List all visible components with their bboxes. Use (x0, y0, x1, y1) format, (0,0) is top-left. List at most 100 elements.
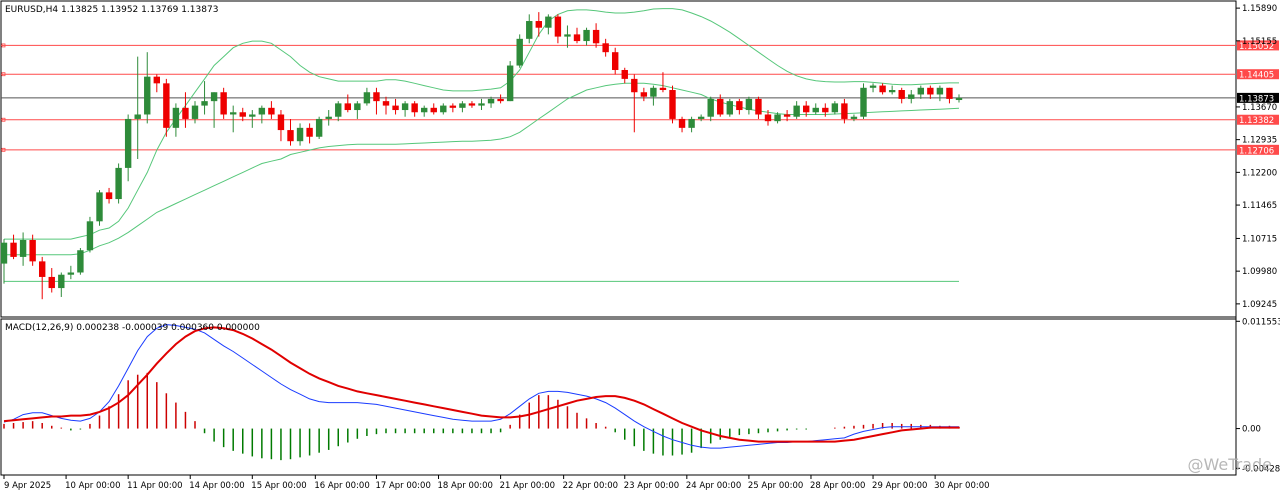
candle-body[interactable] (803, 105, 810, 113)
candle-body[interactable] (478, 103, 485, 106)
candle-body[interactable] (306, 127, 313, 137)
candle-body[interactable] (411, 103, 418, 113)
candle-body[interactable] (612, 52, 619, 70)
candle-body[interactable] (946, 87, 953, 99)
candle-body[interactable] (96, 192, 103, 222)
candle-body[interactable] (602, 43, 609, 53)
candle-body[interactable] (583, 29, 590, 42)
candle-body[interactable] (783, 114, 791, 117)
candle-body[interactable] (430, 107, 437, 113)
candle-body[interactable] (115, 167, 122, 200)
level-anchor-marker[interactable] (1, 117, 6, 122)
candle-body[interactable] (860, 87, 867, 117)
candle-body[interactable] (592, 29, 600, 44)
level-anchor-marker[interactable] (1, 72, 6, 77)
candle-body[interactable] (526, 21, 533, 39)
candle-body[interactable] (879, 85, 886, 93)
candle-body[interactable] (955, 97, 963, 101)
candle-body[interactable] (344, 103, 351, 111)
candle-body[interactable] (554, 16, 562, 37)
candle-body[interactable] (124, 118, 132, 168)
candle-body[interactable] (230, 112, 237, 115)
candle-body[interactable] (86, 221, 94, 251)
candle-body[interactable] (77, 250, 84, 273)
candle-body[interactable] (220, 92, 227, 115)
candle-body[interactable] (249, 114, 256, 117)
candle-body[interactable] (888, 90, 896, 93)
candle-body[interactable] (774, 114, 781, 122)
candle-body[interactable] (850, 116, 858, 119)
candle-body[interactable] (449, 105, 457, 108)
candle-body[interactable] (10, 242, 17, 257)
candle-body[interactable] (153, 76, 160, 84)
candle-body[interactable] (401, 103, 409, 111)
candle-body[interactable] (287, 130, 294, 142)
candle-body[interactable] (392, 105, 399, 111)
candle-body[interactable] (163, 83, 170, 128)
candle-body[interactable] (573, 34, 581, 42)
candle-body[interactable] (382, 101, 390, 106)
candle-body[interactable] (58, 274, 65, 289)
candle-body[interactable] (487, 98, 495, 104)
candle-body[interactable] (134, 114, 141, 119)
candle-body[interactable] (707, 98, 714, 117)
candle-body[interactable] (764, 114, 772, 122)
candle-body[interactable] (354, 103, 361, 111)
candle-body[interactable] (172, 107, 180, 128)
candle-body[interactable] (545, 16, 552, 28)
candle-body[interactable] (927, 87, 934, 95)
candle-body[interactable] (717, 98, 724, 115)
candle-body[interactable] (621, 69, 628, 79)
candle-body[interactable] (678, 118, 686, 128)
candle-body[interactable] (506, 65, 514, 102)
candle-body[interactable] (39, 261, 46, 277)
candle-body[interactable] (296, 127, 304, 142)
candle-body[interactable] (315, 118, 323, 137)
candle-body[interactable] (29, 240, 36, 262)
candle-body[interactable] (831, 103, 839, 113)
candle-body[interactable] (277, 114, 285, 131)
candle-body[interactable] (268, 107, 275, 115)
candle-body[interactable] (258, 107, 266, 115)
candle-body[interactable] (917, 87, 924, 95)
candle-body[interactable] (812, 107, 819, 113)
candle-body[interactable] (191, 105, 199, 119)
level-anchor-marker[interactable] (1, 43, 6, 48)
candle-body[interactable] (239, 112, 246, 117)
candle-body[interactable] (105, 192, 113, 200)
candle-body[interactable] (421, 107, 428, 113)
candle-body[interactable] (144, 76, 151, 115)
candle-body[interactable] (363, 92, 371, 104)
candle-body[interactable] (936, 87, 944, 95)
candle-body[interactable] (373, 92, 380, 102)
candle-body[interactable] (869, 85, 877, 88)
candle-body[interactable] (669, 90, 676, 119)
candle-body[interactable] (67, 272, 75, 275)
candle-body[interactable] (697, 116, 705, 119)
candle-body[interactable] (650, 87, 657, 97)
candle-body[interactable] (459, 103, 466, 108)
candle-body[interactable] (497, 98, 504, 102)
candle-body[interactable] (688, 118, 695, 128)
candle-body[interactable] (745, 98, 753, 111)
candle-body[interactable] (640, 92, 648, 97)
candle-body[interactable] (736, 101, 743, 111)
candle-body[interactable] (210, 92, 218, 102)
candle-body[interactable] (335, 103, 342, 117)
candle-body[interactable] (48, 276, 55, 289)
candle-body[interactable] (201, 101, 208, 106)
candle-body[interactable] (535, 21, 542, 28)
candle-body[interactable] (908, 94, 915, 99)
candle-body[interactable] (468, 103, 476, 106)
candle-body[interactable] (0, 242, 8, 264)
level-anchor-marker[interactable] (1, 147, 6, 152)
candle-body[interactable] (182, 107, 189, 119)
candle-body[interactable] (822, 107, 829, 113)
candle-body[interactable] (793, 105, 800, 117)
candle-body[interactable] (440, 105, 447, 113)
candle-body[interactable] (659, 87, 667, 91)
candle-body[interactable] (325, 116, 332, 119)
candle-body[interactable] (19, 240, 27, 257)
candle-body[interactable] (841, 103, 848, 119)
